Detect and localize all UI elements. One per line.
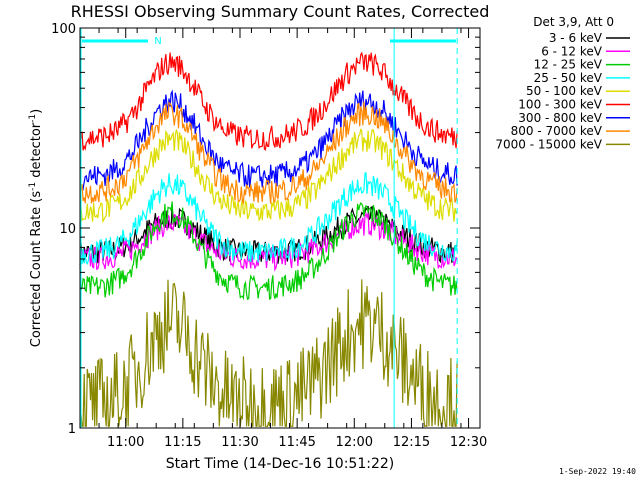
y-axis-label-end: ) xyxy=(29,109,44,114)
x-tick-label: 11:45 xyxy=(278,435,315,450)
legend-label-8: 7000 - 15000 keV xyxy=(495,137,602,151)
x-tick-label: 11:30 xyxy=(221,435,258,450)
x-axis-label: Start Time (14-Dec-16 10:51:22) xyxy=(166,456,394,472)
legend-label-3: 25 - 50 keV xyxy=(534,71,603,85)
y-tick-label: 1 xyxy=(68,422,76,437)
saa-markers: N xyxy=(80,28,458,428)
legend-label-0: 3 - 6 keV xyxy=(549,31,603,45)
plot-area: N xyxy=(79,27,481,429)
plot-frame xyxy=(79,27,481,429)
legend-label-5: 100 - 300 keV xyxy=(518,98,602,112)
y-tick-label: 100 xyxy=(51,22,76,37)
x-tick-label: 11:00 xyxy=(107,435,144,450)
y-axis-label-main: Corrected Count Rate (s xyxy=(29,191,44,348)
series-layer xyxy=(79,51,458,428)
legend-label-1: 6 - 12 keV xyxy=(541,44,603,58)
footer-timestamp: 1-Sep-2022 19:40 xyxy=(559,467,636,476)
x-tick-label: 12:30 xyxy=(450,435,487,450)
x-tick-label: 11:15 xyxy=(164,435,201,450)
y-axis-label-mid: detector xyxy=(29,122,44,182)
series-line-8 xyxy=(79,279,458,428)
x-axis: 11:00 11:15 11:30 11:45 12:00 12:15 12:30 xyxy=(98,28,487,450)
y-axis: 1 10 100 xyxy=(51,22,480,437)
y-axis-label-sup1: -1 xyxy=(28,182,38,191)
saa-label: N xyxy=(154,36,161,47)
chart-title: RHESSI Observing Summary Count Rates, Co… xyxy=(71,2,490,21)
x-tick-label: 12:15 xyxy=(393,435,430,450)
y-tick-label: 10 xyxy=(59,222,76,237)
legend-label-4: 50 - 100 keV xyxy=(526,84,603,98)
legend-label-6: 300 - 800 keV xyxy=(518,111,602,125)
y-axis-label: Corrected Count Rate (s-1 detector-1) xyxy=(28,109,44,347)
x-tick-label: 12:00 xyxy=(336,435,373,450)
y-axis-label-sup2: -1 xyxy=(28,114,38,123)
legend-title: Det 3,9, Att 0 xyxy=(533,15,614,29)
series-line-2 xyxy=(79,201,458,301)
legend-label-7: 800 - 7000 keV xyxy=(511,124,603,138)
legend-label-2: 12 - 25 keV xyxy=(534,58,603,72)
